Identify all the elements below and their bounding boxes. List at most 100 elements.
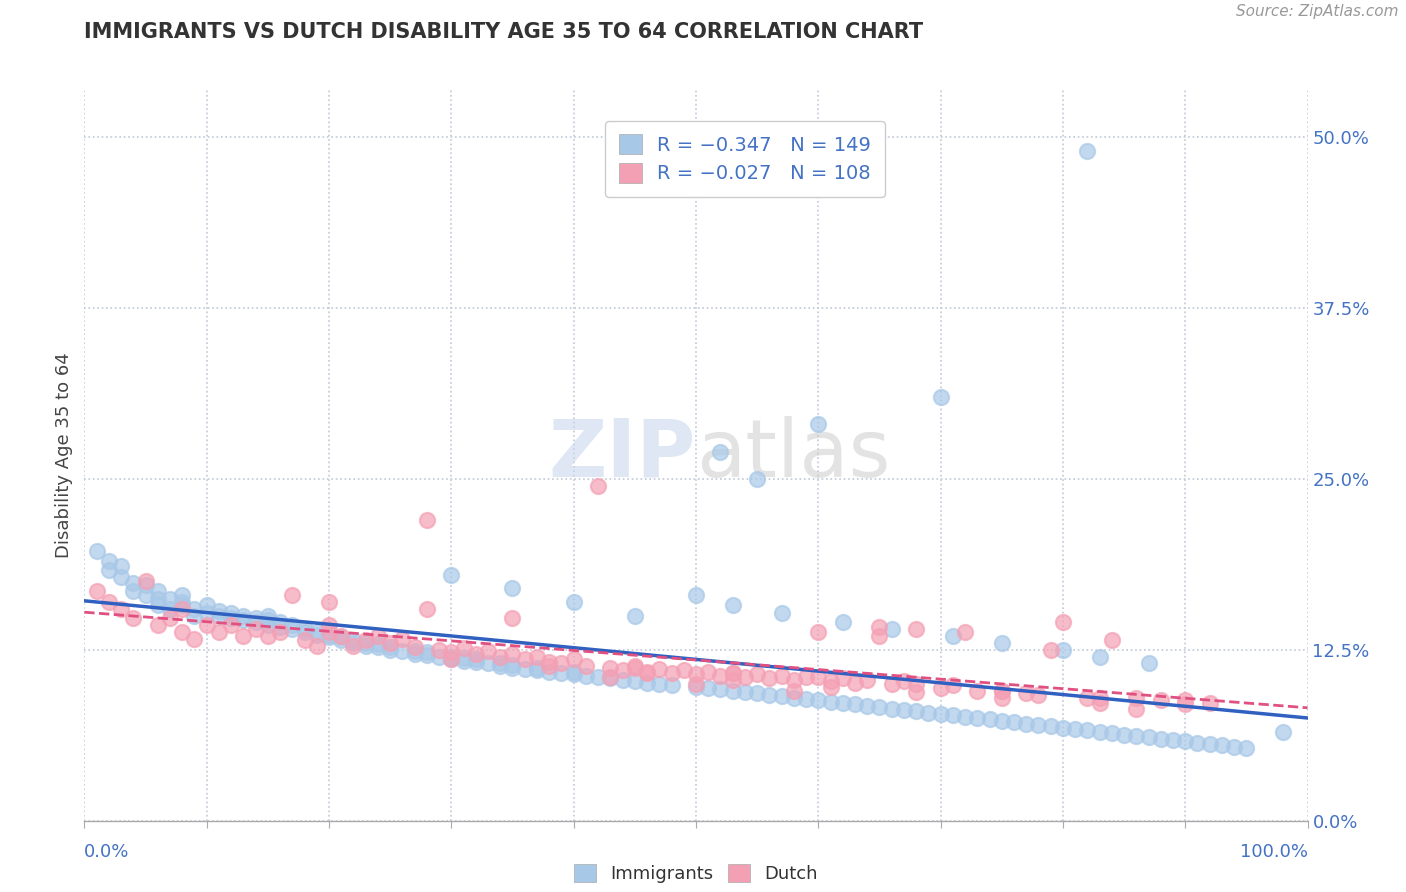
Point [831, 615, 853, 630]
Point [489, 659, 512, 673]
Point [416, 648, 439, 663]
Point [453, 641, 475, 656]
Point [380, 642, 402, 657]
Point [1223, 739, 1246, 754]
Point [709, 669, 731, 683]
Point [661, 665, 683, 680]
Point [1174, 693, 1197, 707]
Point [636, 665, 658, 680]
Point [135, 588, 157, 602]
Point [1039, 642, 1062, 657]
Point [794, 692, 817, 706]
Point [305, 624, 328, 639]
Point [905, 704, 928, 718]
Point [624, 659, 647, 673]
Point [464, 647, 486, 661]
Point [330, 631, 353, 645]
Point [562, 652, 585, 666]
Point [575, 669, 598, 683]
Point [1174, 734, 1197, 748]
Point [820, 674, 842, 689]
Point [893, 703, 915, 717]
Point [232, 613, 254, 627]
Point [281, 622, 304, 636]
Point [354, 633, 377, 648]
Point [172, 595, 194, 609]
Point [538, 655, 561, 669]
Point [1028, 688, 1050, 702]
Point [110, 570, 132, 584]
Point [367, 629, 389, 643]
Point [1137, 731, 1160, 745]
Point [905, 622, 928, 636]
Point [966, 683, 988, 698]
Point [1137, 657, 1160, 671]
Point [513, 652, 536, 666]
Point [183, 608, 205, 623]
Point [501, 647, 523, 661]
Point [391, 632, 413, 646]
Point [281, 588, 304, 602]
Point [477, 657, 499, 671]
Point [905, 677, 928, 691]
Point [990, 683, 1012, 698]
Point [624, 674, 647, 689]
Point [464, 655, 486, 669]
Point [1064, 722, 1087, 736]
Point [97, 554, 120, 568]
Point [172, 588, 194, 602]
Point [538, 659, 561, 673]
Point [122, 584, 145, 599]
Point [575, 659, 598, 673]
Point [869, 700, 891, 714]
Point [526, 660, 548, 674]
Point [294, 624, 316, 639]
Point [526, 649, 548, 664]
Point [966, 711, 988, 725]
Point [747, 472, 769, 486]
Point [1125, 729, 1147, 743]
Point [1187, 736, 1209, 750]
Point [721, 598, 744, 612]
Point [880, 677, 903, 691]
Point [404, 647, 426, 661]
Point [636, 665, 658, 679]
Point [831, 696, 853, 710]
Point [404, 640, 426, 654]
Point [440, 649, 463, 664]
Point [427, 642, 450, 657]
Point [612, 673, 634, 687]
Point [586, 478, 609, 492]
Point [391, 644, 413, 658]
Point [294, 633, 316, 648]
Legend: Immigrants, Dutch: Immigrants, Dutch [561, 851, 831, 892]
Point [636, 675, 658, 690]
Point [269, 624, 291, 639]
Point [146, 618, 169, 632]
Point [416, 601, 439, 615]
Point [1076, 723, 1098, 738]
Point [440, 645, 463, 659]
Point [257, 629, 280, 643]
Point [990, 683, 1012, 698]
Point [990, 714, 1012, 728]
Point [770, 690, 793, 704]
Point [1028, 718, 1050, 732]
Point [672, 663, 695, 677]
Point [501, 611, 523, 625]
Point [562, 667, 585, 681]
Point [721, 665, 744, 680]
Point [721, 665, 744, 680]
Point [294, 622, 316, 636]
Point [648, 677, 671, 691]
Point [1088, 690, 1111, 705]
Point [245, 615, 267, 630]
Point [685, 680, 707, 694]
Point [1015, 686, 1038, 700]
Point [831, 672, 853, 686]
Point [1015, 716, 1038, 731]
Point [380, 636, 402, 650]
Point [269, 615, 291, 630]
Point [97, 564, 120, 578]
Point [195, 606, 218, 620]
